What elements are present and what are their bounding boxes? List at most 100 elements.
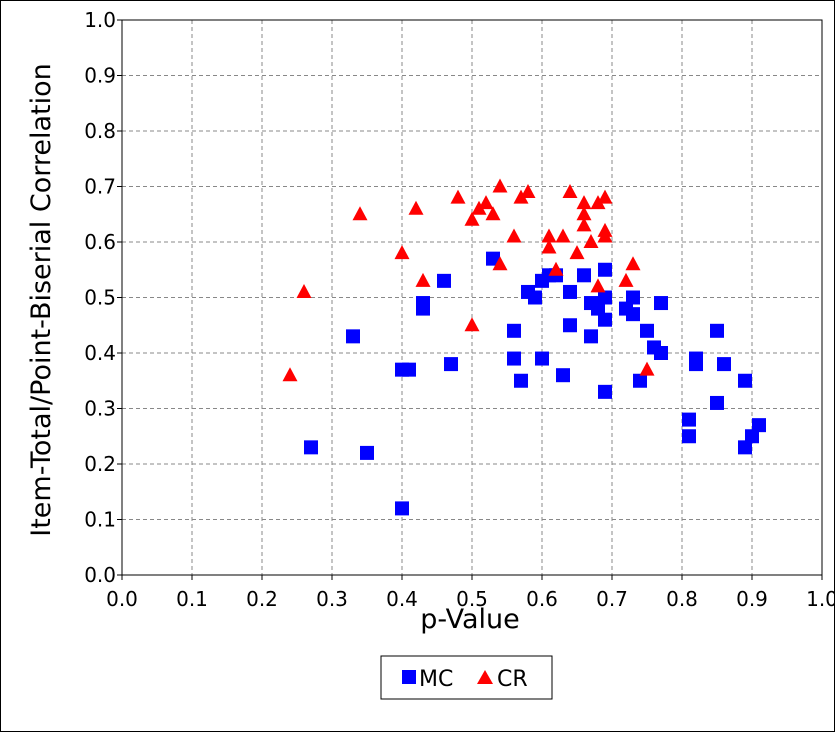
cr-point	[408, 200, 424, 215]
cr-point	[282, 367, 298, 382]
mc-point	[556, 368, 570, 383]
mc-point	[738, 440, 752, 455]
mc-point	[752, 418, 766, 433]
y-tick-label: 0.1	[84, 508, 116, 532]
x-tick-label: 0.9	[736, 587, 768, 611]
mc-point	[682, 429, 696, 444]
mc-point	[360, 445, 374, 460]
cr-point	[576, 206, 592, 221]
x-tick-label: 0.4	[386, 587, 418, 611]
x-tick-label: 0.6	[526, 587, 558, 611]
mc-point	[486, 251, 500, 266]
mc-point	[577, 268, 591, 283]
cr-point	[548, 261, 564, 276]
cr-point	[576, 217, 592, 232]
x-axis-label: p-Value	[420, 604, 519, 635]
x-tick-label: 0.8	[666, 587, 698, 611]
mc-point	[563, 318, 577, 333]
y-tick-label: 0.3	[84, 397, 116, 421]
mc-point	[689, 351, 703, 366]
cr-point	[415, 272, 431, 287]
y-axis-label: Item-Total/Point-Biserial Correlation	[26, 63, 57, 537]
y-tick-label: 0.6	[84, 230, 116, 254]
mc-point	[633, 373, 647, 388]
mc-point	[598, 312, 612, 327]
cr-point	[569, 245, 585, 260]
y-tick-label: 1.0	[84, 8, 116, 32]
y-axis-ticks: 0.0 0.1 0.2 0.3 0.4 0.5 0.6 0.7 0.8 0.9 1.0	[84, 8, 122, 587]
y-tick-label: 0.0	[84, 563, 116, 587]
x-tick-label: 0.5	[456, 587, 488, 611]
cr-point	[590, 278, 606, 293]
mc-point	[584, 329, 598, 344]
cr-point	[520, 184, 536, 199]
mc-point	[626, 307, 640, 322]
x-tick-label: 0.0	[106, 587, 138, 611]
mc-point	[395, 501, 409, 516]
mc-point	[626, 290, 640, 305]
y-tick-label: 0.5	[84, 286, 116, 310]
cr-point	[555, 228, 571, 243]
cr-point	[625, 256, 641, 271]
mc-point	[304, 440, 318, 455]
mc-point	[738, 373, 752, 388]
cr-point	[478, 195, 494, 210]
y-tick-label: 0.7	[84, 175, 116, 199]
cr-point	[506, 228, 522, 243]
cr-point	[541, 228, 557, 243]
mc-point	[598, 290, 612, 305]
cr-point	[492, 178, 508, 193]
mc-point	[745, 429, 759, 444]
cr-point	[394, 245, 410, 260]
mc-point	[507, 351, 521, 366]
cr-point	[450, 189, 466, 204]
mc-point	[416, 301, 430, 316]
mc-point	[598, 384, 612, 399]
cr-point	[639, 361, 655, 376]
y-tick-label: 0.2	[84, 452, 116, 476]
x-tick-label: 0.2	[246, 587, 278, 611]
legend-mc-label: MC	[419, 667, 453, 692]
y-tick-label: 0.4	[84, 341, 116, 365]
y-tick-label: 0.8	[84, 119, 116, 143]
mc-point	[710, 323, 724, 338]
mc-point	[535, 351, 549, 366]
mc-point	[444, 357, 458, 372]
mc-point	[563, 284, 577, 299]
mc-point	[640, 323, 654, 338]
mc-point	[591, 301, 605, 316]
mc-point	[514, 373, 528, 388]
cr-point	[590, 195, 606, 210]
x-tick-label: 0.7	[596, 587, 628, 611]
data-points	[282, 178, 766, 516]
series-mc	[304, 251, 766, 516]
cr-point	[597, 189, 613, 204]
x-tick-label: 0.1	[176, 587, 208, 611]
cr-point	[464, 317, 480, 332]
cr-point	[541, 239, 557, 254]
cr-point	[576, 195, 592, 210]
mc-point	[507, 323, 521, 338]
cr-point	[513, 189, 529, 204]
cr-point	[618, 272, 634, 287]
cr-point	[471, 200, 487, 215]
mc-point	[528, 290, 542, 305]
x-tick-label: 0.3	[316, 587, 348, 611]
mc-point	[717, 357, 731, 372]
cr-point	[597, 228, 613, 243]
mc-point	[710, 395, 724, 410]
mc-point	[346, 329, 360, 344]
cr-point	[562, 184, 578, 199]
mc-point	[682, 412, 696, 427]
mc-point	[654, 346, 668, 360]
x-axis-ticks: 0.0 0.1 0.2 0.3 0.4 0.5 0.6 0.7 0.8 0.9 1.0	[106, 575, 835, 611]
cr-point	[464, 211, 480, 226]
legend: MC CR	[380, 655, 553, 700]
mc-point	[402, 362, 416, 377]
legend-cr-label: CR	[497, 667, 528, 692]
grid-lines	[121, 19, 823, 576]
cr-point	[583, 234, 599, 248]
legend-cr-marker	[477, 670, 493, 684]
mc-point	[598, 262, 612, 277]
